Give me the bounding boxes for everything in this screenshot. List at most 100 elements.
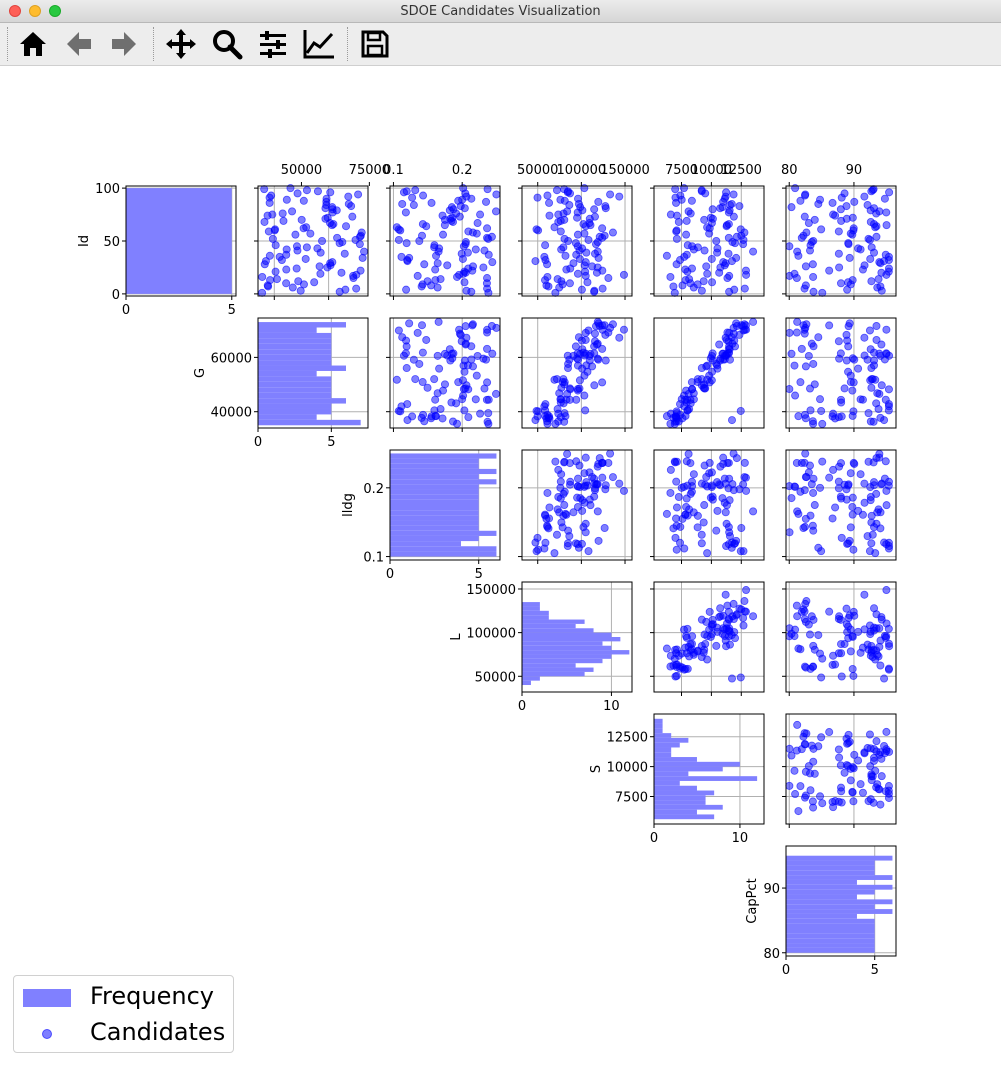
candidate-point xyxy=(817,733,826,742)
histogram-bar xyxy=(654,804,723,810)
candidate-point xyxy=(581,453,590,462)
cell-G-L xyxy=(521,317,633,429)
histogram-bar xyxy=(522,650,630,655)
candidate-point xyxy=(398,333,407,342)
candidate-point xyxy=(598,378,607,387)
candidate-point xyxy=(480,246,489,255)
save-button[interactable] xyxy=(358,27,392,61)
cell-L-S xyxy=(653,581,765,693)
candidate-point xyxy=(872,489,881,498)
candidate-point xyxy=(590,486,599,495)
candidate-point xyxy=(484,409,493,418)
cell-G-lldg xyxy=(389,317,501,429)
candidate-point xyxy=(794,807,803,816)
candidate-point xyxy=(411,375,420,384)
candidate-point xyxy=(837,279,846,288)
candidate-point xyxy=(297,215,306,224)
candidate-point xyxy=(671,458,680,467)
candidate-point xyxy=(431,395,440,404)
candidate-point xyxy=(348,212,357,221)
candidate-point xyxy=(810,380,819,389)
candidate-point xyxy=(801,281,810,290)
candidate-point xyxy=(727,416,736,425)
candidate-point xyxy=(713,244,722,253)
histogram-bar xyxy=(390,510,479,516)
candidate-point xyxy=(837,798,846,807)
x-tick-label: 5 xyxy=(327,435,335,450)
candidate-point xyxy=(834,227,843,236)
histogram-bar xyxy=(654,761,740,767)
candidate-point xyxy=(601,330,610,339)
candidate-point xyxy=(884,385,893,394)
histogram-bar xyxy=(258,338,332,344)
candidate-point xyxy=(398,199,407,208)
candidate-point xyxy=(785,781,794,790)
candidate-point xyxy=(433,259,442,268)
candidate-point xyxy=(433,351,442,360)
candidate-point xyxy=(849,797,858,806)
forward-button[interactable] xyxy=(107,27,141,61)
back-button[interactable] xyxy=(62,27,96,61)
candidate-point xyxy=(725,532,734,541)
pan-button[interactable] xyxy=(164,27,198,61)
candidate-point xyxy=(687,645,696,654)
candidate-point xyxy=(601,202,610,211)
candidate-point xyxy=(593,507,602,516)
candidate-point xyxy=(810,769,819,778)
candidate-point xyxy=(808,260,817,269)
candidate-point xyxy=(588,262,597,271)
candidate-point xyxy=(849,671,858,680)
legend-swatch-candidates xyxy=(42,1029,52,1039)
edit-axes-button[interactable] xyxy=(302,27,336,61)
candidate-point xyxy=(580,371,589,380)
candidate-point xyxy=(682,502,691,511)
configure-button[interactable] xyxy=(256,27,290,61)
candidate-point xyxy=(719,611,728,620)
candidate-point xyxy=(672,545,681,554)
candidate-point xyxy=(423,277,432,286)
candidate-point xyxy=(409,355,418,364)
candidate-point xyxy=(871,549,880,558)
minimize-window-button[interactable] xyxy=(29,5,41,17)
histogram-bar xyxy=(390,499,479,505)
candidate-point xyxy=(877,340,886,349)
top-tick-label: 0.2 xyxy=(452,163,473,178)
candidate-point xyxy=(326,188,335,197)
candidate-point xyxy=(729,615,738,624)
candidate-point xyxy=(576,494,585,503)
candidate-point xyxy=(600,231,609,240)
cell-lldg-L xyxy=(521,449,633,561)
candidate-point xyxy=(560,458,569,467)
histogram-bar xyxy=(522,645,612,651)
candidate-point xyxy=(402,342,411,351)
cell-S-CapPct xyxy=(785,713,897,825)
candidate-point xyxy=(580,482,589,491)
candidate-point xyxy=(604,274,613,283)
candidate-point xyxy=(727,631,736,640)
candidate-point xyxy=(721,508,730,517)
candidate-point xyxy=(721,479,730,488)
candidate-point xyxy=(397,252,406,261)
maximize-window-button[interactable] xyxy=(49,5,61,17)
candidate-point xyxy=(727,199,736,208)
candidate-point xyxy=(866,217,875,226)
candidate-point xyxy=(671,417,680,426)
candidate-point xyxy=(749,507,758,516)
candidate-point xyxy=(868,772,877,781)
candidate-point xyxy=(877,268,886,277)
candidate-point xyxy=(697,530,706,539)
candidate-point xyxy=(684,449,693,458)
zoom-button[interactable] xyxy=(210,27,244,61)
candidate-point xyxy=(735,604,744,613)
candidate-point xyxy=(882,501,891,510)
candidate-point xyxy=(834,337,843,346)
home-button[interactable] xyxy=(16,27,50,61)
candidate-point xyxy=(706,213,715,222)
x-tick-label: 5 xyxy=(475,567,483,582)
candidate-point xyxy=(322,194,331,203)
candidate-point xyxy=(271,225,280,234)
close-window-button[interactable] xyxy=(9,5,21,17)
candidate-point xyxy=(413,271,422,280)
candidate-point xyxy=(793,507,802,516)
legend-label-frequency: Frequency xyxy=(90,982,214,1010)
